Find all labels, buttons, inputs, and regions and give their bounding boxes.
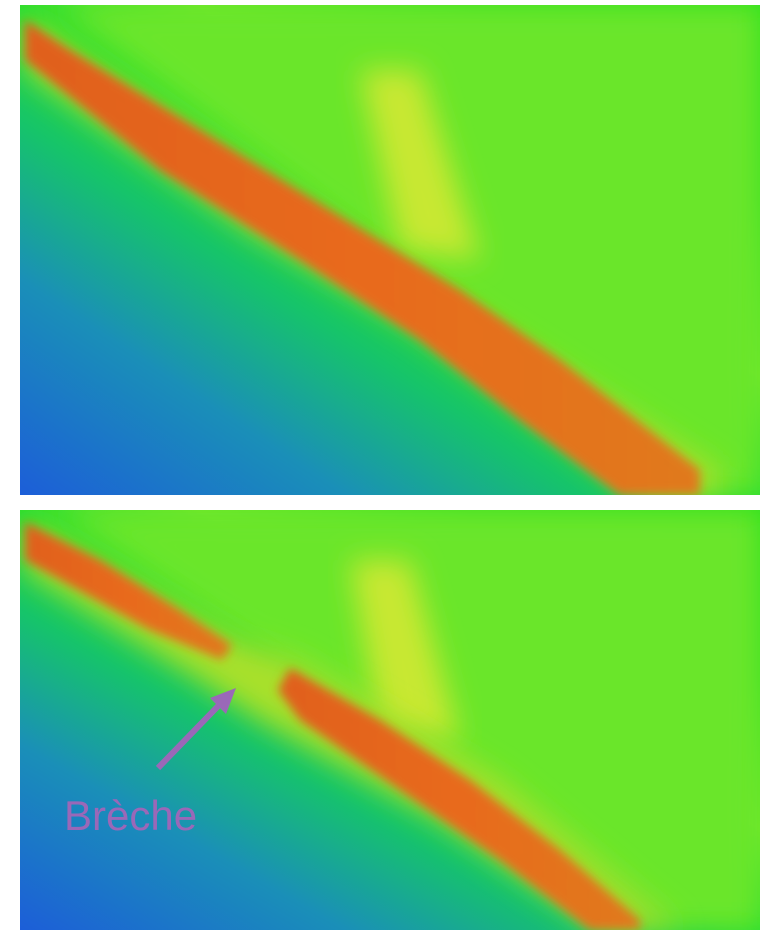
page: {"annotation": {"label": "Brèche"}}: [0, 0, 768, 934]
bottom-map: [20, 510, 760, 930]
top-map: [20, 5, 760, 495]
annotation-label: Brèche: [64, 792, 197, 839]
figure: Brèche: [0, 0, 768, 934]
